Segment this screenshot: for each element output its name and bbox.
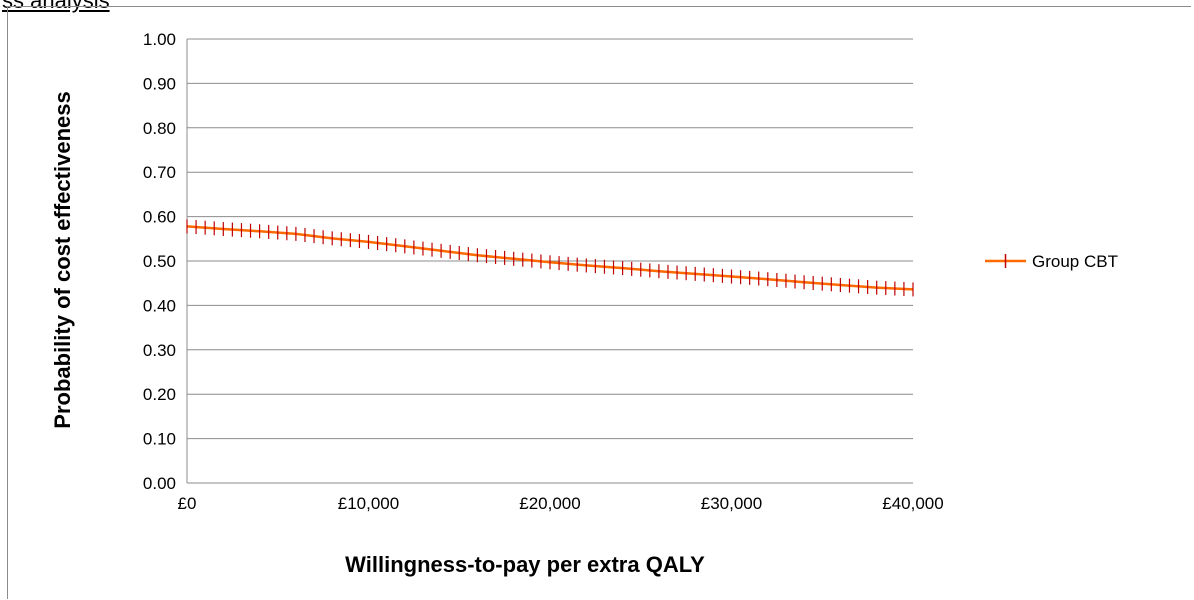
y-tick-label: 0.20 [143, 385, 176, 404]
x-tick-label: £0 [178, 494, 197, 513]
series-group [186, 219, 914, 297]
legend-label-group-cbt: Group CBT [1032, 252, 1118, 271]
y-tick-label: 0.80 [143, 119, 176, 138]
y-tick-label: 0.50 [143, 252, 176, 271]
y-axis-title: Probability of cost effectiveness [50, 91, 75, 428]
y-tick-label: 1.00 [143, 30, 176, 49]
chart-frame [7, 6, 1191, 599]
axes [186, 39, 913, 484]
y-tick-label: 0.10 [143, 430, 176, 449]
x-tick-label: £30,000 [701, 494, 762, 513]
gridlines [187, 38, 913, 440]
y-tick-labels: 0.00 0.10 0.20 0.30 0.40 0.50 0.60 0.70 0.80 0.90… [143, 30, 176, 493]
legend: Group CBT [985, 252, 1118, 271]
y-tick-label: 0.70 [143, 163, 176, 182]
x-tick-label: £20,000 [519, 494, 580, 513]
y-tick-label: 0.00 [143, 474, 176, 493]
x-tick-label: £40,000 [882, 494, 943, 513]
y-tick-label: 0.40 [143, 296, 176, 315]
y-tick-label: 0.60 [143, 208, 176, 227]
x-tick-labels: £0 £10,000 £20,000 £30,000 £40,000 [178, 494, 944, 513]
y-tick-label: 0.90 [143, 74, 176, 93]
x-tick-label: £10,000 [338, 494, 399, 513]
y-tick-label: 0.30 [143, 341, 176, 360]
x-axis-title: Willingness-to-pay per extra QALY [345, 552, 705, 577]
